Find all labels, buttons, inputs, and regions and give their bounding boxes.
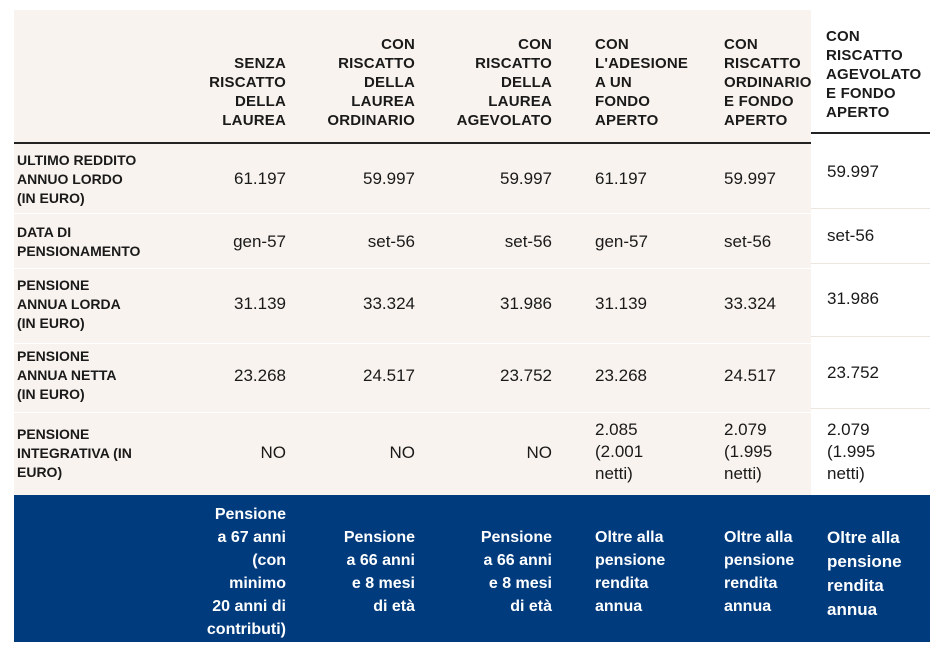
table-cell: 23.752 bbox=[500, 366, 552, 385]
table-cell: set-56 bbox=[367, 232, 415, 251]
column-header-agevolato-fondo: CON RISCATTO AGEVOLATO E FONDO APERTO bbox=[826, 28, 922, 121]
row-divider-last bbox=[811, 336, 930, 337]
table-cell: 2.085 (2.001 netti) bbox=[595, 420, 644, 483]
pension-comparison-table: SENZA RISCATTO DELLA LAUREA CON RISCATTO… bbox=[14, 10, 930, 642]
column-header-fondo-aperto: CON L'ADESIONE A UN FONDO APERTO bbox=[595, 36, 689, 129]
row-divider bbox=[14, 213, 811, 214]
table-cell: gen-57 bbox=[233, 232, 286, 251]
footer-note: Oltre alla pensione rendita annua bbox=[827, 528, 902, 619]
table-cell: gen-57 bbox=[595, 232, 648, 251]
table-cell: 59.997 bbox=[363, 169, 415, 188]
table-cell: 2.079 (1.995 netti) bbox=[724, 420, 773, 483]
table-cell: NO bbox=[389, 443, 416, 462]
table-cell: 23.268 bbox=[234, 366, 286, 385]
footer-note: Pensione a 66 anni e 8 mesi di età bbox=[343, 529, 415, 615]
table-cell: 59.997 bbox=[500, 169, 552, 188]
row-divider bbox=[14, 412, 811, 413]
footer-note: Pensione a 66 anni e 8 mesi di età bbox=[480, 529, 552, 615]
row-label-pensione-netta: PENSIONE ANNUA NETTA (IN EURO) bbox=[17, 348, 117, 402]
row-divider-last bbox=[811, 208, 930, 209]
table-cell: 59.997 bbox=[724, 169, 776, 188]
row-divider bbox=[14, 343, 811, 344]
table-cell: 31.986 bbox=[500, 294, 552, 313]
table-cell: 33.324 bbox=[363, 294, 415, 313]
table-cell: 2.079 (1.995 netti) bbox=[827, 420, 876, 483]
row-label-ultimo-reddito: ULTIMO REDDITO ANNUO LORDO (IN EURO) bbox=[17, 152, 137, 206]
footer-note: Oltre alla pensione rendita annua bbox=[595, 529, 666, 615]
table-cell: set-56 bbox=[504, 232, 552, 251]
table-cell: NO bbox=[260, 443, 287, 462]
column-header-senza-riscatto: SENZA RISCATTO DELLA LAUREA bbox=[209, 55, 286, 129]
row-label-pensione-lorda: PENSIONE ANNUA LORDA (IN EURO) bbox=[17, 277, 121, 331]
table-cell: 23.752 bbox=[827, 363, 879, 382]
table-cell: 31.139 bbox=[234, 294, 286, 313]
row-divider bbox=[14, 268, 811, 269]
notes-footer: Pensione a 67 anni (con minimo 20 anni d… bbox=[14, 495, 930, 642]
footer-note: Oltre alla pensione rendita annua bbox=[724, 529, 795, 615]
column-header-ordinario-fondo: CON RISCATTO ORDINARIO E FONDO APERTO bbox=[724, 36, 812, 129]
table-cell: 24.517 bbox=[363, 366, 415, 385]
table-cell: set-56 bbox=[827, 226, 875, 245]
row-divider-last bbox=[811, 263, 930, 264]
table-cell: set-56 bbox=[724, 232, 772, 251]
table-cell: NO bbox=[526, 443, 553, 462]
header-divider bbox=[14, 142, 811, 144]
table-cell: 24.517 bbox=[724, 366, 776, 385]
header-divider-last bbox=[811, 132, 930, 134]
table-cell: 59.997 bbox=[827, 162, 879, 181]
table-cell: 23.268 bbox=[595, 366, 647, 385]
table-cell: 33.324 bbox=[724, 294, 776, 313]
column-header-riscatto-agevolato: CON RISCATTO DELLA LAUREA AGEVOLATO bbox=[456, 36, 552, 129]
table-cell: 61.197 bbox=[234, 169, 286, 188]
table-cell: 61.197 bbox=[595, 169, 647, 188]
table-cell: 31.139 bbox=[595, 294, 647, 313]
column-header-riscatto-ordinario: CON RISCATTO DELLA LAUREA ORDINARIO bbox=[327, 36, 415, 129]
row-label-pensione-integrativa: PENSIONE INTEGRATIVA (IN EURO) bbox=[17, 426, 132, 480]
row-divider-last bbox=[811, 408, 930, 409]
table-cell: 31.986 bbox=[827, 289, 879, 308]
footer-note: Pensione a 67 anni (con minimo 20 anni d… bbox=[206, 506, 286, 638]
row-label-data-pensionamento: DATA DI PENSIONAMENTO bbox=[17, 224, 141, 259]
